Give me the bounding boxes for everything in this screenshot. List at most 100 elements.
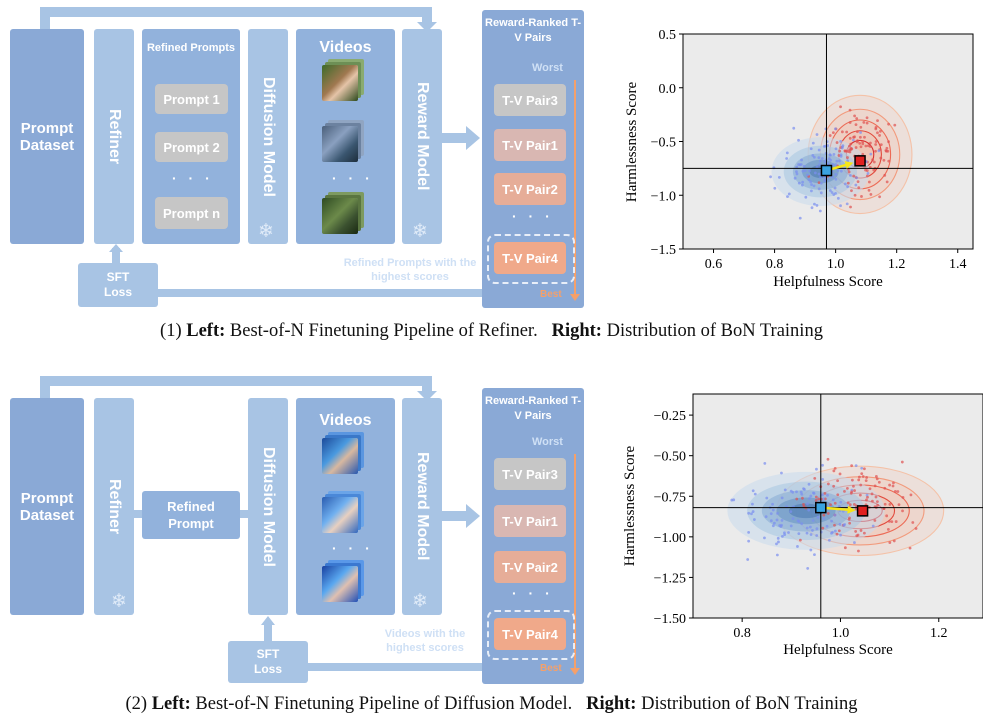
after-point [813, 477, 817, 480]
after-point [892, 539, 896, 543]
before-point [871, 524, 875, 528]
before-point [819, 191, 823, 195]
after-point [850, 464, 854, 468]
video-thumbnail-1 [322, 65, 358, 101]
after-point [914, 527, 918, 530]
before-point [815, 527, 819, 531]
reward-model-block: Reward Model [402, 29, 442, 244]
chart-1: 0.6 0.8 1.0 1.2 1.4 0.5 0.0 −0.5 −1.0 −1.5 Helpfu… [624, 28, 974, 290]
after-point [857, 186, 861, 190]
feedback-note-2: Videos with the highest scores [384, 628, 466, 654]
before-point [833, 513, 837, 517]
after-point [887, 519, 891, 523]
reward-model-label: Reward Model [414, 82, 431, 191]
before-point [800, 158, 803, 162]
after-point [853, 114, 857, 118]
after-point [869, 141, 872, 145]
before-point [795, 172, 799, 176]
after-point [852, 174, 856, 178]
after-point [873, 519, 877, 522]
after-point [832, 469, 836, 473]
before-point [797, 532, 801, 536]
after-point [864, 144, 868, 148]
after-point [845, 487, 849, 490]
after-point [882, 158, 886, 162]
before-point [833, 186, 837, 190]
before-point [783, 533, 787, 537]
before-point [804, 195, 808, 199]
before-point [771, 502, 774, 506]
after-point [863, 135, 866, 139]
before-point [817, 172, 821, 176]
before-point [815, 204, 819, 207]
caption-1-right-label: Right: [551, 321, 602, 341]
caption-1: (1) Left: Best-of-N Finetuning Pipeline … [0, 321, 983, 342]
sft-loss-label-2: SFT Loss [253, 647, 282, 676]
ranked-title: Reward-Ranked T-V Pairs [485, 17, 581, 44]
after-point [839, 105, 842, 109]
best-pair-highlight-2 [487, 610, 575, 660]
before-point [800, 492, 804, 496]
before-point [841, 144, 845, 147]
before-point [828, 189, 832, 192]
after-point [828, 134, 832, 137]
loop2-right-leg [422, 376, 432, 394]
after-point [853, 193, 857, 197]
refiner-block: Refiner [94, 29, 134, 244]
after-point [887, 159, 891, 163]
after-point [846, 501, 850, 505]
after-point [859, 483, 863, 487]
after-point [847, 170, 851, 174]
after-point [872, 160, 876, 164]
worst-label: Worst [532, 62, 563, 74]
before-point [831, 175, 835, 179]
after-point [836, 493, 840, 497]
after-point [867, 144, 870, 148]
video2-thumbnail-1 [322, 438, 358, 474]
before-point [840, 146, 844, 150]
after-point [861, 152, 865, 156]
y-tick-label: −1.00 [654, 531, 686, 546]
after-point [849, 205, 852, 209]
chart-2-points [730, 457, 918, 570]
before-point [837, 504, 841, 508]
after-point [814, 495, 818, 499]
best-pair-highlight [487, 234, 575, 284]
before-point [786, 195, 789, 199]
before-point [805, 502, 809, 506]
after-point [878, 134, 881, 137]
after-point [869, 193, 873, 196]
after-point [894, 520, 898, 523]
after-point [857, 549, 860, 553]
after-point [848, 503, 852, 507]
before-point [793, 176, 797, 180]
after-point [833, 467, 837, 470]
after-point [817, 497, 821, 501]
video2-thumbnail-2 [322, 497, 358, 533]
before-point [866, 172, 870, 175]
after-point [870, 492, 874, 496]
before-point [819, 175, 822, 179]
before-point [747, 531, 751, 534]
before-point [771, 508, 775, 512]
after-point [864, 479, 868, 482]
after-point [885, 149, 888, 153]
after-point [826, 512, 830, 515]
after-point [843, 546, 847, 550]
chart-2-frame [692, 393, 983, 619]
prompt-dataset-label: Prompt Dataset [19, 119, 75, 154]
after-point [911, 521, 915, 524]
reward-model-label-2: Reward Model [414, 452, 431, 561]
before-point [730, 498, 734, 502]
rank-arrow-shaft [574, 80, 576, 296]
after-point [821, 526, 825, 530]
before-point [812, 491, 815, 495]
frozen-snowflake-icon-3: ❄ [111, 591, 127, 612]
caption-2-right-label: Right: [586, 694, 637, 714]
loop2-top-bar [40, 376, 432, 386]
prompt-2-chip: Prompt 2 [155, 132, 228, 162]
after-point [873, 484, 877, 488]
to-ranked-arrow-shaft [442, 133, 468, 143]
before-point [821, 493, 824, 497]
before-point [815, 165, 819, 169]
